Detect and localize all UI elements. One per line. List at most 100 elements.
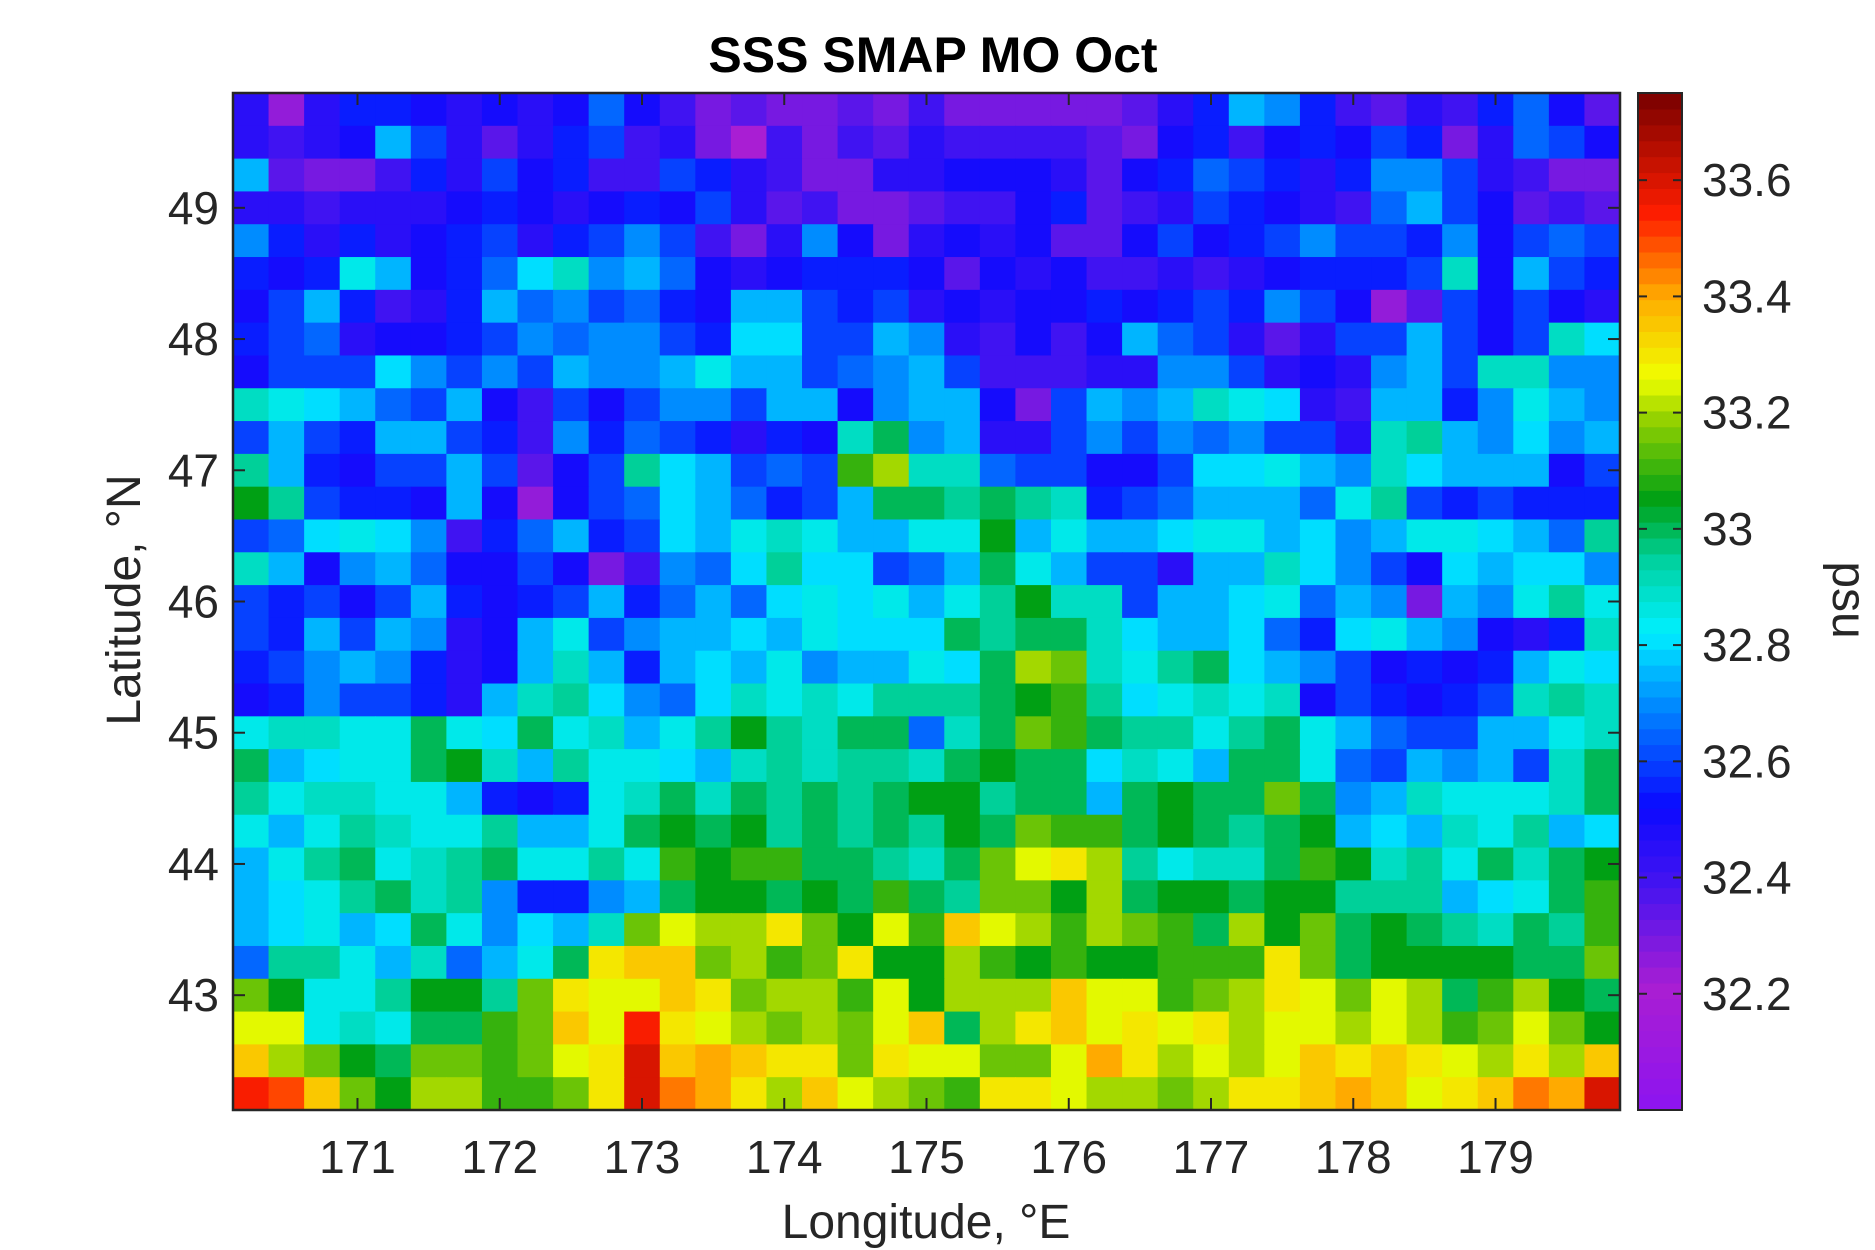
heatmap-cell — [339, 913, 376, 947]
heatmap-cell — [481, 158, 519, 193]
heatmap-cell — [908, 617, 945, 652]
heatmap-cell — [339, 880, 376, 914]
heatmap-cell — [268, 552, 305, 586]
heatmap-cell — [517, 1011, 554, 1045]
heatmap-cell — [1513, 388, 1550, 422]
heatmap-cell — [695, 257, 732, 291]
heatmap-cell — [1086, 617, 1123, 652]
heatmap-cell — [979, 191, 1017, 225]
heatmap-cell — [908, 716, 945, 750]
heatmap-cell — [375, 322, 412, 357]
heatmap-cell — [1406, 93, 1443, 127]
heatmap-cell — [873, 224, 910, 258]
heatmap-cell — [1335, 125, 1372, 160]
heatmap-cell — [730, 224, 768, 258]
heatmap-cell — [339, 519, 376, 553]
heatmap-cell — [1335, 683, 1372, 717]
heatmap-cell — [624, 125, 661, 160]
heatmap-cell — [410, 1077, 447, 1111]
heatmap-cell — [1193, 224, 1230, 258]
heatmap-cell — [730, 1077, 768, 1111]
heatmap-cell — [873, 93, 910, 127]
heatmap-cell — [1015, 421, 1052, 455]
heatmap-cell — [1122, 913, 1159, 947]
heatmap-cell — [1122, 945, 1159, 980]
heatmap-cell — [802, 93, 839, 127]
heatmap-cell — [1086, 585, 1123, 619]
heatmap-cell — [766, 781, 803, 816]
heatmap-cell — [233, 650, 270, 685]
heatmap-cell — [304, 257, 341, 291]
heatmap-cell — [1228, 945, 1265, 980]
heatmap-cell — [1050, 847, 1088, 881]
heatmap-cell — [1335, 650, 1372, 685]
heatmap-cell — [375, 978, 412, 1013]
heatmap-cell — [979, 814, 1017, 849]
heatmap-cell — [944, 224, 981, 258]
heatmap-cell — [446, 814, 483, 849]
heatmap-cell — [979, 486, 1017, 521]
heatmap-cell — [1264, 585, 1301, 619]
heatmap-cell — [624, 650, 661, 685]
heatmap-cell — [304, 355, 341, 389]
heatmap-cell — [908, 749, 945, 783]
heatmap-cell — [1477, 322, 1514, 357]
heatmap-cell — [802, 585, 839, 619]
heatmap-cell — [624, 322, 661, 357]
colorbar-tick-label: 32.6 — [1702, 735, 1792, 787]
heatmap-cell — [1050, 880, 1088, 914]
heatmap-cell — [1193, 453, 1230, 488]
heatmap-cell — [304, 913, 341, 947]
heatmap-cell — [873, 1011, 910, 1045]
heatmap-cell — [1442, 847, 1479, 881]
colorbar-band — [1638, 124, 1682, 142]
heatmap-cell — [446, 1077, 483, 1111]
heatmap-cell — [339, 486, 376, 521]
heatmap-cell — [624, 486, 661, 521]
heatmap-cell — [588, 585, 625, 619]
heatmap-cell — [979, 716, 1017, 750]
heatmap-cell — [1584, 125, 1621, 160]
heatmap-cell — [1584, 552, 1621, 586]
heatmap-cell — [873, 486, 910, 521]
heatmap-cell — [1086, 486, 1123, 521]
heatmap-cell — [908, 978, 945, 1013]
heatmap-cell — [1513, 716, 1550, 750]
colorbar-band — [1638, 236, 1682, 253]
heatmap-cell — [1157, 913, 1194, 947]
heatmap-cell — [375, 749, 412, 783]
heatmap-cell — [1122, 749, 1159, 783]
heatmap-cell — [802, 847, 839, 881]
heatmap-cell — [1157, 749, 1194, 783]
heatmap-cell — [1122, 355, 1159, 389]
heatmap-cell — [1299, 93, 1337, 127]
heatmap-cell — [410, 880, 447, 914]
heatmap-cell — [553, 617, 590, 652]
heatmap-cell — [1513, 355, 1550, 389]
heatmap-cell — [233, 814, 270, 849]
heatmap-cell — [624, 355, 661, 389]
heatmap-cell — [1442, 617, 1479, 652]
heatmap-cell — [1299, 978, 1337, 1013]
heatmap-cell — [1193, 552, 1230, 586]
heatmap-cell — [375, 716, 412, 750]
heatmap-cell — [979, 650, 1017, 685]
heatmap-cell — [481, 880, 519, 914]
heatmap-cell — [873, 978, 910, 1013]
heatmap-cell — [1299, 486, 1337, 521]
heatmap-cell — [1371, 322, 1408, 357]
heatmap-cell — [339, 978, 376, 1013]
heatmap-cell — [233, 93, 270, 127]
heatmap-cell — [268, 289, 305, 324]
colorbar-band — [1638, 633, 1682, 650]
heatmap-cell — [1086, 716, 1123, 750]
heatmap-cell — [1371, 683, 1408, 717]
heatmap-cell — [979, 224, 1017, 258]
heatmap-cell — [1442, 191, 1479, 225]
heatmap-cell — [730, 683, 768, 717]
heatmap-cell — [375, 93, 412, 127]
heatmap-cell — [1477, 191, 1514, 225]
heatmap-cell — [1264, 453, 1301, 488]
heatmap-cell — [304, 880, 341, 914]
heatmap-cell — [1442, 322, 1479, 357]
